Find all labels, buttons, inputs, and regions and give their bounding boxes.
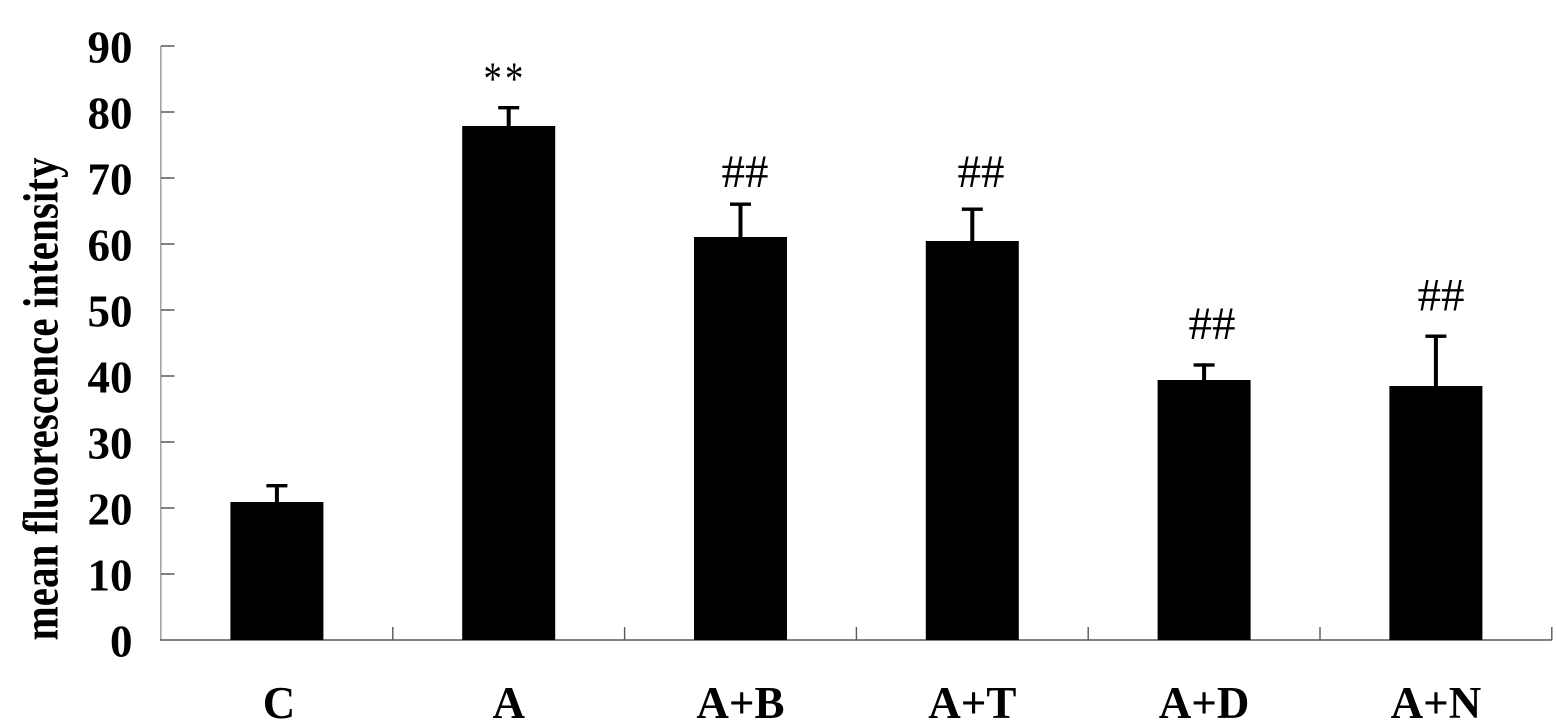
svg-text:30: 30 <box>88 419 133 469</box>
svg-text:70: 70 <box>88 155 133 205</box>
svg-text:**: ** <box>484 53 527 105</box>
svg-text:##: ## <box>1189 298 1236 350</box>
svg-text:A+D: A+D <box>1159 678 1250 726</box>
svg-text:60: 60 <box>88 221 133 271</box>
svg-text:40: 40 <box>88 353 133 403</box>
svg-text:50: 50 <box>88 287 133 337</box>
svg-text:##: ## <box>1418 270 1465 322</box>
svg-text:20: 20 <box>88 485 133 535</box>
svg-text:C: C <box>263 678 296 726</box>
svg-text:A+B: A+B <box>696 678 784 726</box>
svg-text:##: ## <box>722 146 769 198</box>
svg-text:0: 0 <box>110 617 133 667</box>
svg-text:90: 90 <box>88 23 133 73</box>
svg-text:##: ## <box>958 146 1005 198</box>
svg-text:A+T: A+T <box>928 678 1016 726</box>
svg-text:10: 10 <box>88 551 133 601</box>
svg-text:A: A <box>492 678 525 726</box>
svg-text:80: 80 <box>88 89 133 139</box>
svg-text:mean fluorescence intensity: mean fluorescence intensity <box>13 158 69 641</box>
svg-text:A+N: A+N <box>1391 678 1482 726</box>
